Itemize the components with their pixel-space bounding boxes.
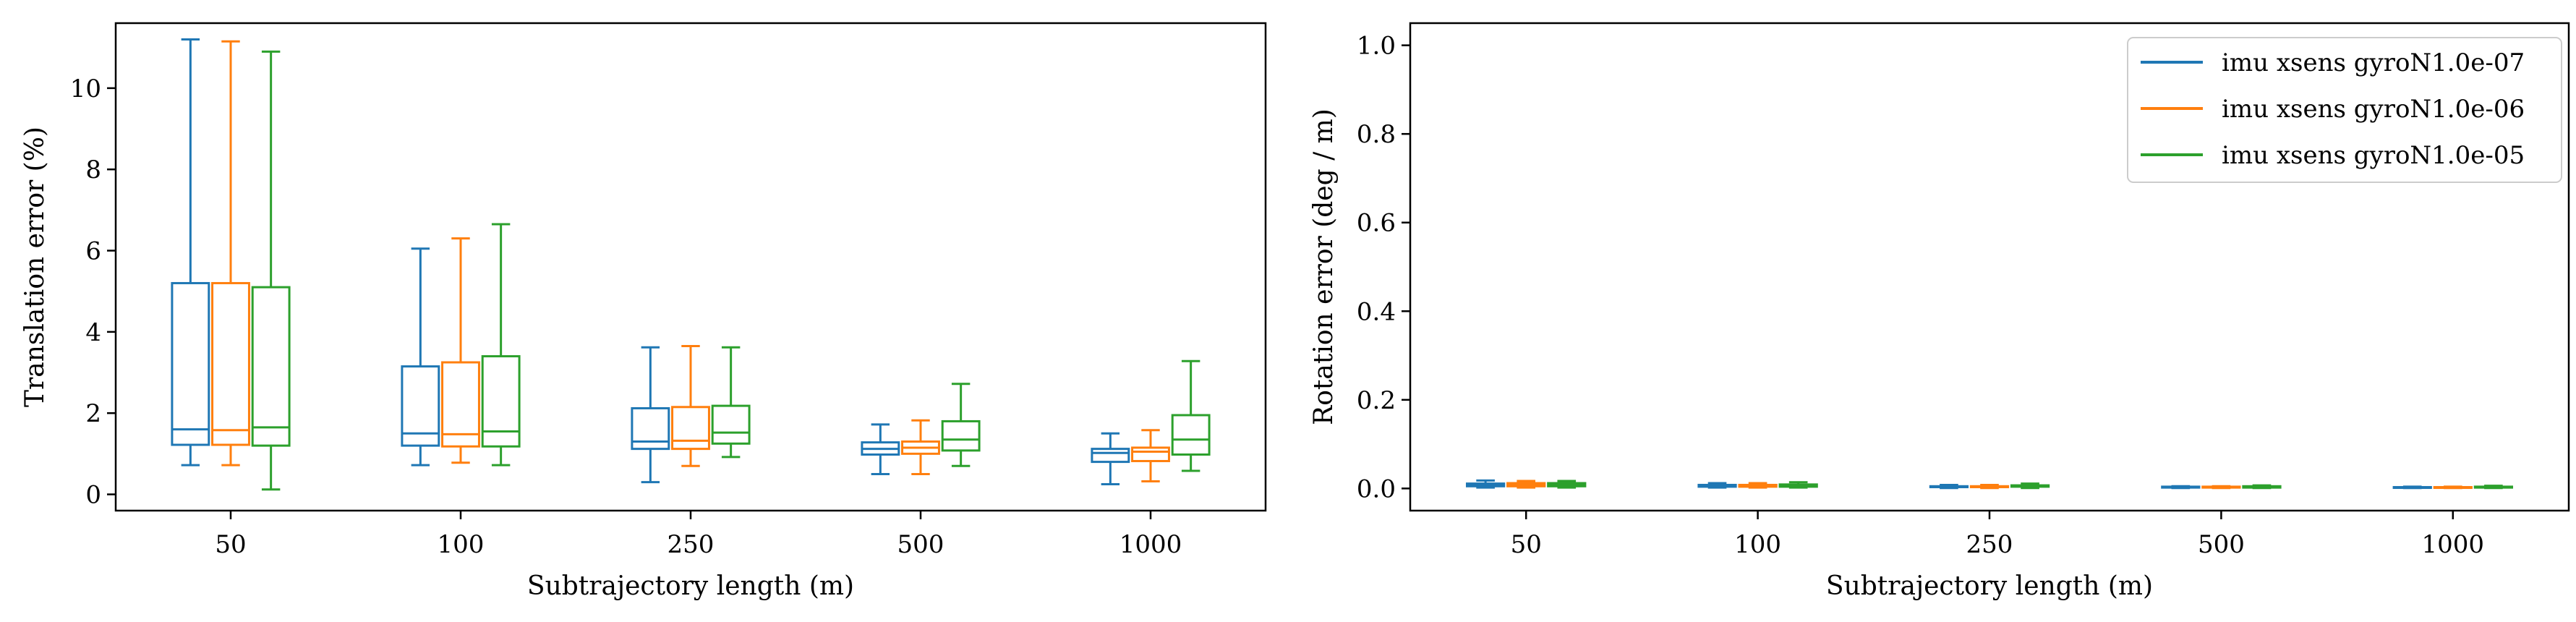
- x-tick-label: 1000: [1119, 530, 1182, 559]
- translation-error-box-1000-series-2: [1171, 359, 1211, 472]
- iqr-box: [171, 281, 210, 446]
- translation-error-y-ticks: 0 2 4 6 8 10: [70, 74, 116, 510]
- y-tick-label: 0: [85, 481, 101, 510]
- translation-error-box-50-series-1: [211, 40, 250, 466]
- iqr-box: [401, 365, 440, 447]
- translation-error-box-100-series-1: [441, 237, 480, 464]
- translation-error-box-50-series-0: [171, 38, 210, 466]
- y-tick-label: 2: [85, 399, 101, 428]
- y-tick-label: 6: [85, 237, 101, 266]
- rotation-error-boxes: [1465, 479, 2514, 490]
- translation-error-box-250-series-1: [671, 345, 710, 467]
- rotation-error-y-ticks: 0.0 0.2 0.4 0.6 0.8 1.0: [1357, 32, 1410, 503]
- rotation-error-x-axis-label: Subtrajectory length (m): [1826, 571, 2153, 601]
- y-tick-label: 1.0: [1357, 32, 1396, 61]
- legend-box: [2127, 37, 2562, 183]
- rotation-error-panel: 0.0 0.2 0.4 0.6 0.8 1.0 50 100 250 500 1000 Subtr…: [1309, 22, 2570, 601]
- x-tick-label: 50: [1511, 530, 1542, 559]
- iqr-box: [1091, 448, 1130, 464]
- translation-error-box-250-series-2: [711, 346, 751, 459]
- y-tick-label: 8: [85, 156, 101, 184]
- rotation-error-box-500-series-2: [2242, 484, 2282, 490]
- rotation-error-box-50-series-2: [1547, 480, 1587, 489]
- rotation-error-box-100-series-1: [1738, 482, 1778, 489]
- translation-error-x-axis-label: Subtrajectory length (m): [527, 571, 854, 601]
- rotation-error-box-50-series-0: [1465, 479, 1506, 489]
- legend-label: imu xsens gyroN1.0e-06: [2222, 95, 2525, 124]
- iqr-box: [211, 281, 250, 446]
- translation-error-box-100-series-2: [481, 223, 521, 466]
- rotation-error-box-100-series-0: [1697, 482, 1737, 489]
- y-tick-label: 4: [85, 318, 101, 347]
- iqr-box: [631, 406, 670, 451]
- x-tick-label: 500: [2198, 530, 2245, 559]
- rotation-error-box-1000-series-0: [2392, 485, 2432, 490]
- y-tick-label: 0.4: [1357, 297, 1396, 326]
- rotation-error-x-ticks: 50 100 250 500 1000: [1511, 511, 2484, 559]
- x-tick-label: 50: [215, 530, 246, 559]
- y-tick-label: 10: [70, 74, 101, 103]
- translation-error-x-ticks: 50 100 250 500 1000: [215, 511, 1182, 559]
- rotation-error-box-500-series-1: [2201, 485, 2241, 490]
- y-tick-label: 0.2: [1357, 386, 1396, 415]
- rotation-error-box-250-series-2: [2010, 482, 2050, 490]
- translation-error-box-500-series-0: [861, 423, 900, 475]
- translation-error-boxes: [171, 38, 1211, 491]
- iqr-box: [671, 406, 710, 451]
- legend: imu xsens gyroN1.0e-07 imu xsens gyroN1.…: [2127, 37, 2562, 183]
- iqr-box: [481, 355, 521, 448]
- legend-label: imu xsens gyroN1.0e-05: [2222, 141, 2525, 170]
- rotation-error-box-50-series-1: [1506, 480, 1546, 489]
- legend-label: imu xsens gyroN1.0e-07: [2222, 48, 2525, 77]
- y-tick-label: 0.6: [1357, 209, 1396, 238]
- rotation-error-box-250-series-0: [1929, 483, 1969, 490]
- legend-entry-gyroN1.0e-05: imu xsens gyroN1.0e-05: [2141, 141, 2525, 170]
- rotation-error-box-1000-series-1: [2433, 485, 2473, 490]
- iqr-box: [251, 286, 291, 447]
- translation-error-box-1000-series-0: [1091, 432, 1130, 485]
- iqr-box: [711, 404, 751, 445]
- iqr-box: [1171, 414, 1211, 456]
- rotation-error-box-1000-series-2: [2473, 485, 2514, 490]
- x-tick-label: 500: [897, 530, 944, 559]
- translation-error-box-1000-series-1: [1131, 429, 1170, 483]
- x-tick-label: 100: [1734, 530, 1781, 559]
- x-tick-label: 100: [438, 530, 485, 559]
- iqr-box: [441, 361, 480, 448]
- translation-error-panel: 0 2 4 6 8 10 50 100 250 500 1000 Subtrajectory le…: [20, 22, 1267, 601]
- x-tick-label: 250: [1966, 530, 2013, 559]
- y-tick-label: 0.0: [1357, 474, 1396, 503]
- x-tick-label: 250: [668, 530, 715, 559]
- iqr-box: [1131, 446, 1170, 462]
- legend-entry-gyroN1.0e-07: imu xsens gyroN1.0e-07: [2141, 48, 2525, 77]
- rotation-error-box-500-series-0: [2161, 485, 2201, 490]
- translation-error-box-250-series-0: [631, 346, 670, 484]
- rotation-error-box-250-series-1: [1969, 483, 2010, 490]
- translation-error-box-500-series-2: [941, 383, 981, 467]
- iqr-box: [941, 419, 981, 452]
- translation-error-box-50-series-2: [251, 50, 291, 491]
- translation-error-y-axis-label: Translation error (%): [20, 127, 50, 407]
- y-tick-label: 0.8: [1357, 120, 1396, 149]
- legend-entry-gyroN1.0e-06: imu xsens gyroN1.0e-06: [2141, 95, 2525, 124]
- translation-error-box-500-series-1: [901, 419, 940, 475]
- x-tick-label: 1000: [2422, 530, 2485, 559]
- translation-error-box-100-series-0: [401, 247, 440, 466]
- rotation-error-y-axis-label: Rotation error (deg / m): [1309, 108, 1339, 425]
- rotation-error-box-100-series-2: [1778, 481, 1818, 489]
